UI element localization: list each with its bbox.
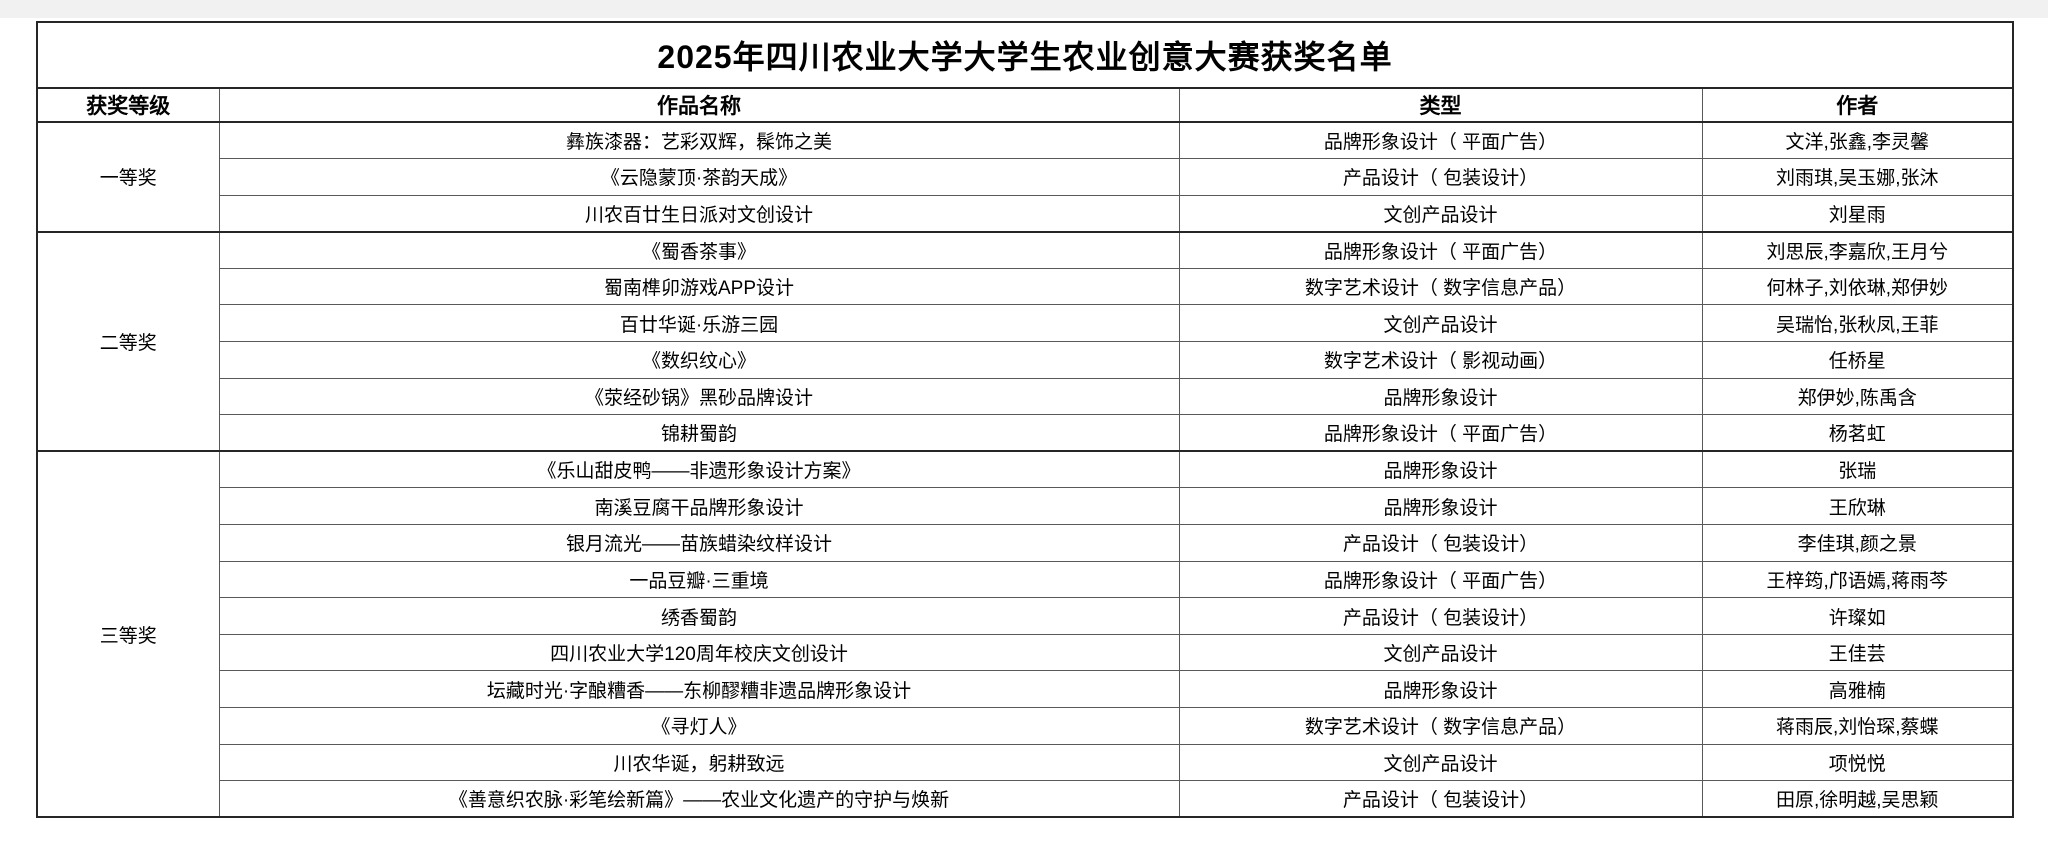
work-type-cell: 品牌形象设计（ 平面广告） [1178,414,1703,452]
table-row: 一等奖 彝族漆器：艺彩双辉，髹饰之美 品牌形象设计（ 平面广告） 文洋,张鑫,李灵馨 [36,121,2014,233]
table-row: 一品豆瓣·三重境 品牌形象设计（ 平面广告） 王梓筠,邝语嫣,蒋雨芩 [37,560,2014,599]
authors-cell: 刘雨琪,吴玉娜,张沐 [1701,158,2014,196]
work-type-cell: 品牌形象设计（ 平面广告） [1178,230,1703,269]
work-name-cell: 彝族漆器：艺彩双辉，髹饰之美 [218,121,1180,160]
work-type-cell: 文创产品设计 [1178,743,1703,782]
work-name-cell: 《乐山甜皮鸭——非遗形象设计方案》 [218,450,1180,489]
table-row: 银月流光——苗族蜡染纹样设计 产品设计（ 包装设计） 李佳琪,颜之景 [37,524,2014,562]
column-header-type: 类型 [1178,87,1703,123]
authors-cell: 李佳琪,颜之景 [1701,524,2014,562]
authors-cell: 高雅楠 [1701,670,2014,708]
title-row: 2025年四川农业大学大学生农业创意大赛获奖名单 [36,21,2014,89]
header-row: 获奖等级 作品名称 类型 作者 [36,87,2014,123]
column-header-award-level: 获奖等级 [36,87,220,123]
work-name-cell: 川农百廿生日派对文创设计 [218,194,1180,233]
authors-cell: 王佳芸 [1701,633,2014,672]
authors-cell: 何林子,刘依琳,郑伊妙 [1701,267,2014,306]
authors-cell: 王梓筠,邝语嫣,蒋雨芩 [1701,560,2014,599]
table-row: 百廿华诞·乐游三园 文创产品设计 吴瑞怡,张秋凤,王菲 [37,304,2014,343]
table-row: 二等奖 《蜀香茶事》 品牌形象设计（ 平面广告） 刘思辰,李嘉欣,王月兮 [36,230,2014,452]
award-level-cell: 三等奖 [36,450,220,818]
authors-cell: 王欣琳 [1701,487,2014,526]
authors-cell: 郑伊妙,陈禹含 [1701,377,2014,416]
work-type-cell: 品牌形象设计 [1178,670,1703,708]
work-type-cell: 数字艺术设计（ 影视动画） [1178,341,1703,379]
authors-cell: 田原,徐明越,吴思颖 [1701,780,2014,818]
table-row: 锦耕蜀韵 品牌形象设计（ 平面广告） 杨茗虹 [37,414,2014,452]
work-name-cell: 《云隐蒙顶·茶韵天成》 [218,158,1180,196]
page-title: 2025年四川农业大学大学生农业创意大赛获奖名单 [36,21,2014,89]
work-name-cell: 川农华诞，躬耕致远 [218,743,1180,782]
authors-cell: 任桥星 [1701,341,2014,379]
table-row: 三等奖 《乐山甜皮鸭——非遗形象设计方案》 品牌形象设计 张瑞 [36,450,2014,818]
work-name-cell: 蜀南榫卯游戏APP设计 [218,267,1180,306]
authors-cell: 文洋,张鑫,李灵馨 [1701,121,2014,160]
table-row: 川农百廿生日派对文创设计 文创产品设计 刘星雨 [37,194,2014,233]
work-name-cell: 一品豆瓣·三重境 [218,560,1180,599]
authors-cell: 杨茗虹 [1701,414,2014,452]
work-name-cell: 锦耕蜀韵 [218,414,1180,452]
work-name-cell: 《寻灯人》 [218,707,1180,745]
work-type-cell: 品牌形象设计 [1178,450,1703,489]
work-type-cell: 品牌形象设计（ 平面广告） [1178,121,1703,160]
work-type-cell: 品牌形象设计（ 平面广告） [1178,560,1703,599]
work-name-cell: 四川农业大学120周年校庆文创设计 [218,633,1180,672]
table-row: 《寻灯人》 数字艺术设计（ 数字信息产品） 蒋雨辰,刘怡琛,蔡蝶 [37,707,2014,745]
table-row: 川农华诞，躬耕致远 文创产品设计 项悦悦 [37,743,2014,782]
work-type-cell: 产品设计（ 包装设计） [1178,158,1703,196]
column-header-work-name: 作品名称 [218,87,1180,123]
table-row: 四川农业大学120周年校庆文创设计 文创产品设计 王佳芸 [37,633,2014,672]
authors-cell: 刘思辰,李嘉欣,王月兮 [1701,230,2014,269]
authors-cell: 蒋雨辰,刘怡琛,蔡蝶 [1701,707,2014,745]
awards-table: 2025年四川农业大学大学生农业创意大赛获奖名单 获奖等级 作品名称 类型 作者… [36,21,2015,819]
authors-cell: 许璨如 [1701,597,2014,635]
authors-cell: 项悦悦 [1701,743,2014,782]
work-type-cell: 品牌形象设计 [1178,487,1703,526]
page-top-band [0,0,2048,18]
work-type-cell: 文创产品设计 [1178,633,1703,672]
award-level-cell: 一等奖 [36,121,220,233]
work-name-cell: 《蜀香茶事》 [218,230,1180,269]
award-level-cell: 二等奖 [36,230,220,452]
table-row: 《数织纹心》 数字艺术设计（ 影视动画） 任桥星 [37,341,2014,379]
work-type-cell: 品牌形象设计 [1178,377,1703,416]
authors-cell: 张瑞 [1701,450,2014,489]
work-name-cell: 银月流光——苗族蜡染纹样设计 [218,524,1180,562]
work-type-cell: 文创产品设计 [1178,194,1703,233]
table-row: 《荥经砂锅》黑砂品牌设计 品牌形象设计 郑伊妙,陈禹含 [37,377,2014,416]
work-type-cell: 数字艺术设计（ 数字信息产品） [1178,707,1703,745]
work-name-cell: 《数织纹心》 [218,341,1180,379]
table-row: 南溪豆腐干品牌形象设计 品牌形象设计 王欣琳 [37,487,2014,526]
column-header-authors: 作者 [1701,87,2014,123]
table-row: 《善意织农脉·彩笔绘新篇》——农业文化遗产的守护与焕新 产品设计（ 包装设计） 田原… [37,780,2014,818]
authors-cell: 刘星雨 [1701,194,2014,233]
work-name-cell: 绣香蜀韵 [218,597,1180,635]
awards-table-body: 一等奖 彝族漆器：艺彩双辉，髹饰之美 品牌形象设计（ 平面广告） 文洋,张鑫,李灵馨《… [36,121,2014,818]
work-type-cell: 产品设计（ 包装设计） [1178,597,1703,635]
work-type-cell: 产品设计（ 包装设计） [1178,524,1703,562]
table-row: 《云隐蒙顶·茶韵天成》 产品设计（ 包装设计） 刘雨琪,吴玉娜,张沐 [37,158,2014,196]
work-name-cell: 南溪豆腐干品牌形象设计 [218,487,1180,526]
work-type-cell: 产品设计（ 包装设计） [1178,780,1703,818]
work-name-cell: 《荥经砂锅》黑砂品牌设计 [218,377,1180,416]
work-name-cell: 《善意织农脉·彩笔绘新篇》——农业文化遗产的守护与焕新 [218,780,1180,818]
work-type-cell: 文创产品设计 [1178,304,1703,343]
work-name-cell: 百廿华诞·乐游三园 [218,304,1180,343]
work-name-cell: 坛藏时光·字酿糟香——东柳醪糟非遗品牌形象设计 [218,670,1180,708]
table-row: 蜀南榫卯游戏APP设计 数字艺术设计（ 数字信息产品） 何林子,刘依琳,郑伊妙 [37,267,2014,306]
authors-cell: 吴瑞怡,张秋凤,王菲 [1701,304,2014,343]
work-type-cell: 数字艺术设计（ 数字信息产品） [1178,267,1703,306]
table-row: 坛藏时光·字酿糟香——东柳醪糟非遗品牌形象设计 品牌形象设计 高雅楠 [37,670,2014,708]
table-row: 绣香蜀韵 产品设计（ 包装设计） 许璨如 [37,597,2014,635]
